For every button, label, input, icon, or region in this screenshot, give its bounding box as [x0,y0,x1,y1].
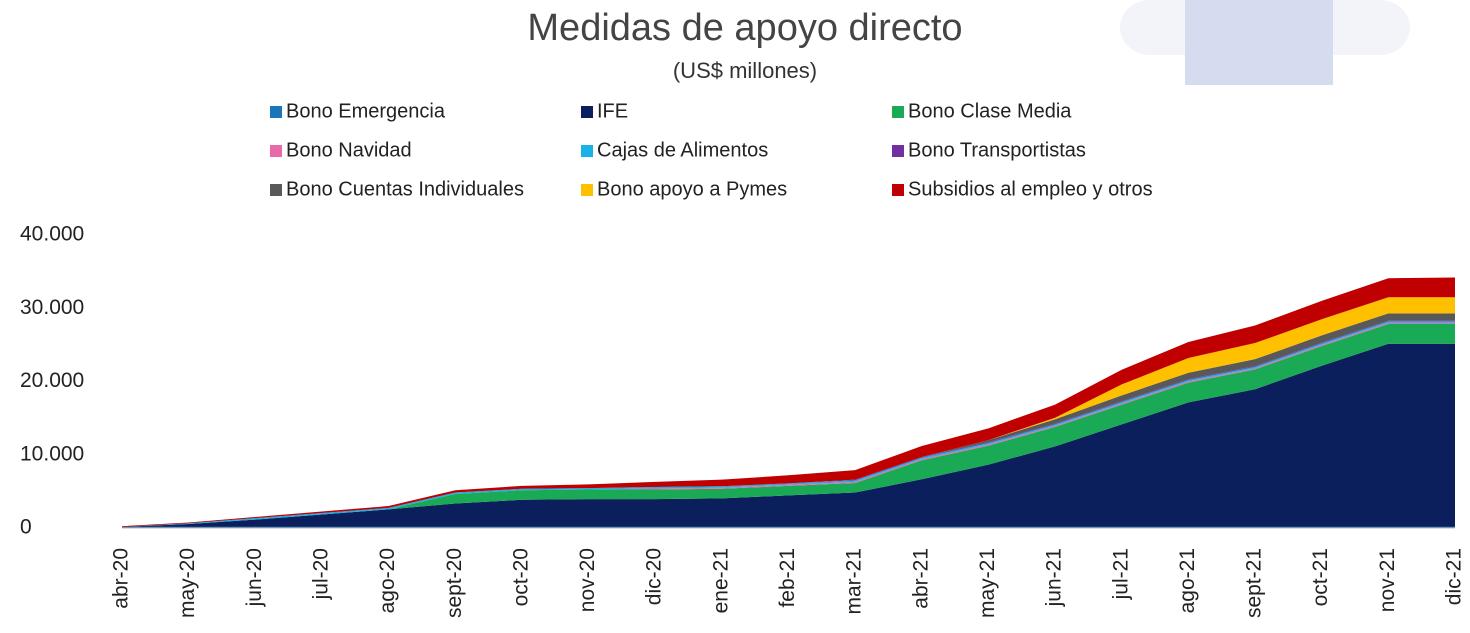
x-tick-label: mar-21 [843,548,866,615]
legend-swatch [892,106,904,118]
legend-swatch [270,106,282,118]
x-tick-label: dic-21 [1443,548,1466,605]
x-tick-label: may-20 [176,548,199,618]
legend-label: Bono apoyo a Pymes [597,178,787,200]
legend-label: Subsidios al empleo y otros [908,178,1153,200]
x-tick-label: sept-20 [443,548,466,618]
chart-title: Medidas de apoyo directo [527,7,962,49]
legend-label: Bono Cuentas Individuales [286,178,524,200]
y-tick-label: 40.000 [20,223,84,246]
legend-label: Cajas de Alimentos [597,139,768,161]
area [122,343,1455,527]
legend-swatch [581,106,593,118]
chart-subtitle: (US$ millones) [673,58,817,83]
x-tick-label: may-21 [976,548,999,618]
x-tick-label: abr-20 [110,548,133,609]
decoration [1185,0,1333,85]
area [122,297,1455,527]
y-tick-label: 0 [20,516,32,539]
x-tick-label: ene-21 [709,548,732,613]
legend-label: Bono Emergencia [286,100,446,122]
x-tick-label: sept-21 [1243,548,1266,618]
x-tick-label: jul-21 [1109,548,1132,600]
x-tick-label: ago-21 [1176,548,1199,613]
legend-swatch [581,145,593,157]
legend-swatch [892,184,904,196]
area [122,277,1455,527]
x-tick-label: abr-21 [909,548,932,609]
x-tick-label: oct-21 [1309,548,1332,606]
legend-label: Bono Transportistas [908,139,1086,161]
x-tick-label: ago-20 [376,548,399,613]
legend-label: Bono Navidad [286,139,412,161]
legend-swatch [270,145,282,157]
x-tick-label: nov-21 [1376,548,1399,612]
legend-swatch [270,184,282,196]
x-tick-label: jun-20 [243,548,266,607]
legend-label: IFE [597,100,628,122]
x-tick-label: feb-21 [776,548,799,608]
y-tick-label: 10.000 [20,442,84,465]
y-tick-label: 20.000 [20,369,84,392]
x-tick-label: nov-20 [576,548,599,612]
legend-swatch [892,145,904,157]
x-tick-label: dic-20 [643,548,666,605]
x-tick-label: jun-21 [1043,548,1066,607]
x-tick-label: jul-20 [309,548,332,600]
legend-swatch [581,184,593,196]
area [122,323,1455,527]
legend-label: Bono Clase Media [908,100,1072,122]
x-tick-label: oct-20 [509,548,532,606]
y-tick-label: 30.000 [20,296,84,319]
